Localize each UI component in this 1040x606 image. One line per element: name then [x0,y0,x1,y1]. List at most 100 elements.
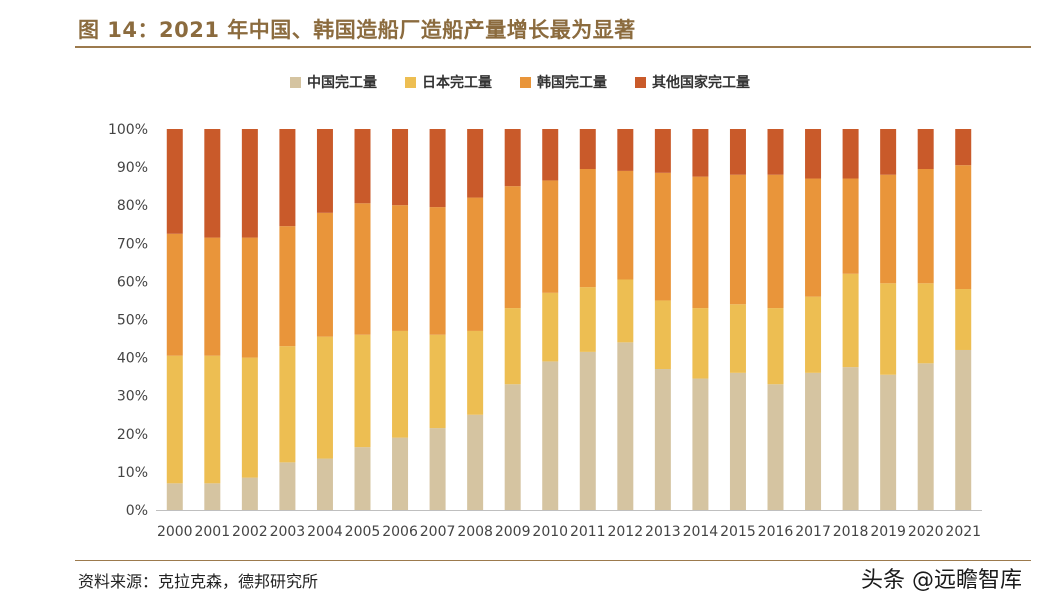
bar-segment-japan-2014 [692,308,709,379]
bar-segment-china-2015 [729,372,746,510]
bar-segment-korea-2008 [467,197,484,331]
bar-segment-korea-2011 [579,169,596,288]
bar-segment-korea-2012 [617,170,634,280]
bar-segment-china-2012 [617,342,634,510]
bar-segment-japan-2012 [617,279,634,343]
x-tick-label: 2017 [795,524,831,540]
bar-segment-china-2003 [279,462,296,510]
legend-label-japan: 日本完工量 [422,75,492,91]
bar-segment-japan-2008 [467,330,484,415]
legend-swatch-korea [520,76,531,88]
x-tick-label: 2014 [683,524,719,540]
bar-segment-others-2003 [279,129,296,227]
bar-segment-china-2017 [805,372,822,510]
legend-item-japan: 日本完工量 [405,72,492,92]
bar-segment-korea-2007 [429,207,446,335]
bar-segment-japan-2005 [354,334,371,448]
y-tick-label: 30% [117,389,148,405]
y-tick-label: 60% [117,274,148,290]
source-note: 资料来源：克拉克森，德邦研究所 [78,572,319,591]
bar-segment-others-2005 [354,129,371,204]
bar-segment-japan-2007 [429,334,446,429]
bar-segment-japan-2019 [880,283,897,375]
bar-segment-others-2001 [204,129,221,238]
bar-segment-japan-2020 [917,283,934,364]
bar-segment-others-2002 [241,129,258,238]
bar-segment-china-2000 [166,483,183,510]
legend-label-korea: 韩国完工量 [537,75,607,91]
bar-segment-china-2004 [316,458,333,510]
x-tick-label: 2004 [307,524,343,540]
bar-segment-china-2014 [692,378,709,510]
y-tick-label: 80% [117,198,148,214]
x-tick-label: 2010 [532,524,568,540]
x-tick-label: 2009 [495,524,531,540]
bar-segment-china-2018 [842,367,859,510]
bar-segment-korea-2002 [241,237,258,358]
source-rule [75,560,1031,561]
legend-label-china: 中国完工量 [307,75,377,91]
bar-segment-china-2009 [504,384,521,510]
bar-segment-china-2013 [654,369,671,510]
bar-segment-china-2002 [241,477,258,510]
bar-segment-china-2021 [955,349,972,510]
bar-segment-others-2006 [392,129,409,206]
bar-segment-japan-2002 [241,357,258,478]
bar-segment-korea-2005 [354,203,371,335]
bar-segment-china-2007 [429,428,446,510]
bar-segment-others-2016 [767,129,784,175]
x-tick-label: 2008 [457,524,493,540]
bar-segment-china-2011 [579,351,596,510]
x-tick-label: 2018 [833,524,869,540]
bar-segment-others-2018 [842,129,859,179]
bar-segment-japan-2021 [955,289,972,350]
bar-segment-others-2000 [166,129,183,234]
bar-segment-japan-2010 [542,292,559,362]
bar-segment-japan-2003 [279,346,296,463]
x-tick-label: 2020 [908,524,944,540]
y-tick-label: 90% [117,160,148,176]
x-tick-label: 2005 [345,524,381,540]
y-tick-label: 70% [117,236,148,252]
y-tick-label: 20% [117,427,148,443]
bar-segment-korea-2006 [392,205,409,331]
x-tick-label: 2019 [870,524,906,540]
legend-swatch-japan [405,76,416,88]
x-tick-label: 2011 [570,524,606,540]
x-tick-label: 2003 [270,524,306,540]
bar-segment-korea-2010 [542,180,559,293]
bar-segment-china-2020 [917,363,934,510]
bar-segment-korea-2015 [729,174,746,305]
bar-segment-japan-2016 [767,308,784,385]
bar-segment-others-2014 [692,129,709,177]
bar-segment-korea-2018 [842,178,859,274]
bar-segment-others-2011 [579,129,596,170]
x-tick-label: 2021 [945,524,981,540]
title-rule [75,46,1031,48]
bar-segment-japan-2001 [204,355,221,484]
bar-segment-others-2008 [467,129,484,198]
bar-segment-korea-2020 [917,169,934,284]
bar-segment-japan-2006 [392,330,409,438]
bar-segment-korea-2004 [316,212,333,337]
bar-segment-japan-2017 [805,296,822,373]
x-tick-label: 2001 [194,524,230,540]
bar-segment-others-2019 [880,129,897,175]
bar-segment-others-2020 [917,129,934,170]
bar-segment-japan-2015 [729,304,746,373]
y-tick-label: 100% [108,122,148,138]
bar-segment-china-2001 [204,483,221,510]
legend-item-china: 中国完工量 [290,72,377,92]
bar-segment-japan-2000 [166,355,183,484]
bar-segment-korea-2013 [654,172,671,301]
bar-segment-china-2006 [392,437,409,510]
legend-swatch-china [290,76,301,88]
bar-segment-others-2007 [429,129,446,208]
bar-segment-others-2010 [542,129,559,181]
bar-segment-china-2005 [354,447,371,510]
watermark: 头条 @远瞻智库 [861,568,1022,593]
x-tick-label: 2012 [607,524,643,540]
figure-title: 图 14：2021 年中国、韩国造船厂造船产量增长最为显著 [78,18,636,42]
legend: 中国完工量 日本完工量 韩国完工量 其他国家完工量 [0,72,1040,92]
x-tick-label: 2000 [157,524,193,540]
